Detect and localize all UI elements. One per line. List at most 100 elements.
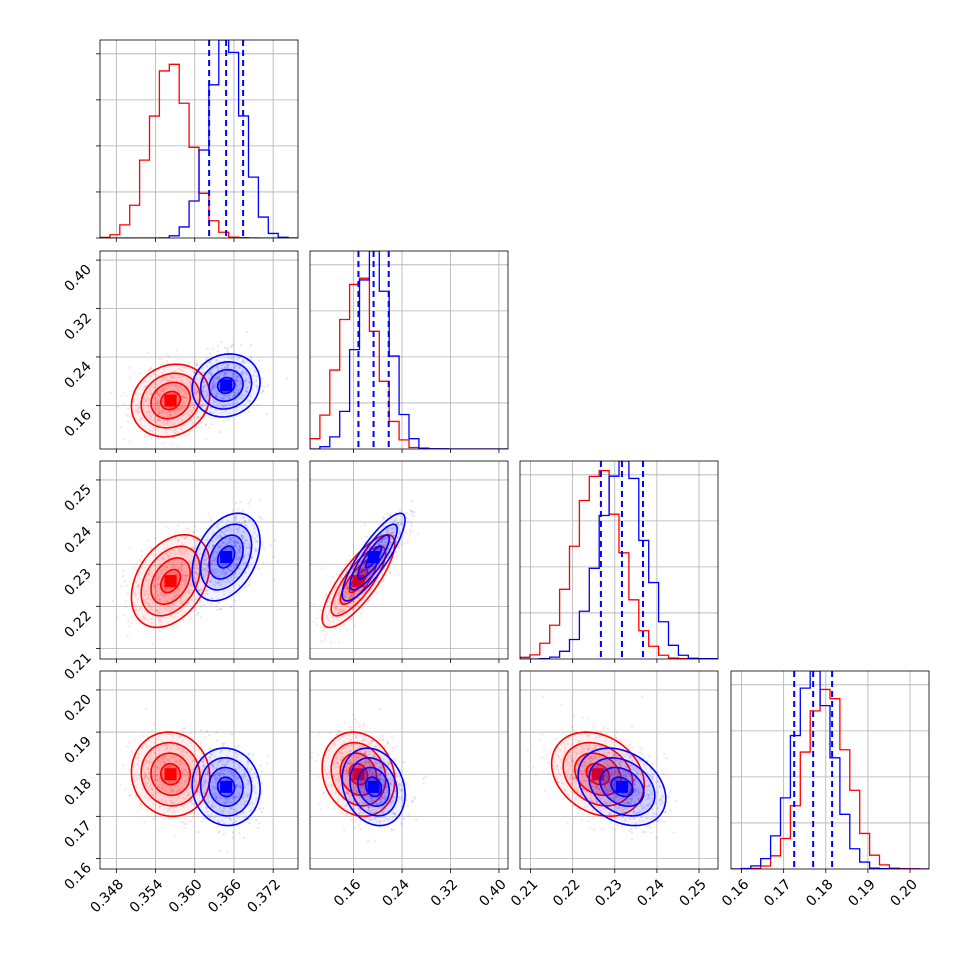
scatter-point	[163, 586, 167, 590]
scatter-point	[354, 819, 358, 823]
scatter-point	[128, 376, 132, 380]
scatter-point	[341, 609, 344, 612]
scatter-point	[144, 384, 147, 388]
scatter-point	[339, 570, 343, 573]
scatter-point	[134, 605, 138, 608]
scatter-panel-1-0	[96, 250, 299, 454]
scatter-point	[239, 546, 242, 550]
scatter-point	[394, 550, 398, 553]
scatter-point	[193, 606, 197, 610]
scatter-point	[193, 370, 196, 374]
scatter-point	[143, 434, 146, 437]
scatter-point	[224, 537, 228, 541]
scatter-point	[139, 806, 142, 810]
scatter-point	[303, 748, 305, 750]
scatter-point	[154, 452, 156, 454]
scatter-point	[220, 530, 223, 533]
scatter-point	[353, 592, 357, 595]
scatter-point	[124, 600, 127, 603]
scatter-point	[233, 365, 236, 369]
scatter-point	[135, 412, 138, 415]
scatter-point	[158, 588, 161, 591]
scatter-point	[236, 541, 240, 544]
scatter-point	[228, 568, 232, 571]
scatter-point	[177, 593, 180, 596]
scatter-point	[163, 588, 167, 591]
scatter-point	[188, 819, 191, 823]
scatter-point	[216, 569, 220, 572]
scatter-point	[166, 379, 170, 382]
scatter-point	[391, 531, 394, 534]
scatter-point	[197, 553, 200, 556]
scatter-point	[276, 560, 279, 563]
scatter-point	[130, 621, 133, 625]
scatter-point	[216, 390, 219, 393]
scatter-point	[180, 535, 184, 538]
scatter-point	[158, 410, 162, 414]
scatter-point	[195, 572, 198, 575]
scatter-point	[128, 793, 131, 797]
scatter-point	[136, 585, 139, 589]
scatter-point	[362, 572, 365, 576]
scatter-point	[408, 528, 412, 532]
scatter-point	[136, 407, 140, 410]
scatter-point	[269, 544, 272, 547]
scatter-point	[222, 541, 225, 544]
scatter-point	[189, 732, 192, 736]
scatter-point	[148, 429, 152, 432]
scatter-point	[156, 594, 160, 598]
scatter-point	[126, 634, 129, 637]
scatter-point	[261, 561, 264, 564]
scatter-point	[152, 802, 155, 806]
scatter-point	[348, 554, 351, 558]
scatter-point	[230, 344, 233, 347]
scatter-point	[392, 526, 395, 530]
scatter-point	[382, 543, 386, 547]
scatter-point	[337, 601, 341, 604]
scatter-point	[210, 388, 214, 391]
scatter-point	[193, 388, 197, 391]
scatter-point	[212, 386, 215, 389]
scatter-point	[165, 387, 168, 391]
scatter-point	[122, 392, 125, 395]
scatter-point	[400, 521, 403, 524]
scatter-point	[215, 604, 218, 608]
scatter-point	[210, 389, 213, 392]
scatter-point	[316, 623, 319, 626]
scatter-point	[241, 534, 245, 537]
scatter-point	[170, 606, 173, 609]
scatter-point	[349, 728, 352, 731]
scatter-point	[248, 377, 251, 381]
scatter-point	[139, 417, 143, 420]
scatter-point	[147, 404, 150, 407]
scatter-point	[212, 559, 215, 562]
scatter-point	[242, 359, 245, 362]
scatter-point	[164, 377, 167, 380]
scatter-point	[155, 404, 159, 407]
scatter-point	[230, 575, 233, 579]
scatter-point	[375, 591, 379, 595]
scatter-point	[360, 565, 364, 568]
scatter-point	[247, 400, 250, 403]
scatter-point	[177, 747, 180, 750]
scatter-point	[218, 533, 222, 537]
scatter-point	[245, 526, 249, 529]
scatter-point	[135, 608, 138, 612]
scatter-point	[243, 520, 247, 523]
scatter-point	[380, 532, 383, 536]
scatter-point	[177, 623, 181, 626]
scatter-point	[162, 388, 166, 391]
scatter-point	[195, 598, 198, 601]
scatter-point	[223, 573, 226, 576]
scatter-point	[212, 384, 216, 387]
plot-content	[100, 40, 298, 238]
scatter-point	[201, 388, 204, 392]
scatter-point	[234, 380, 238, 384]
scatter-point	[222, 593, 226, 596]
scatter-point	[153, 382, 156, 385]
scatter-point	[151, 642, 155, 646]
scatter-point	[123, 788, 127, 791]
scatter-point	[157, 393, 160, 396]
scatter-point	[216, 575, 220, 579]
scatter-point	[156, 394, 160, 398]
